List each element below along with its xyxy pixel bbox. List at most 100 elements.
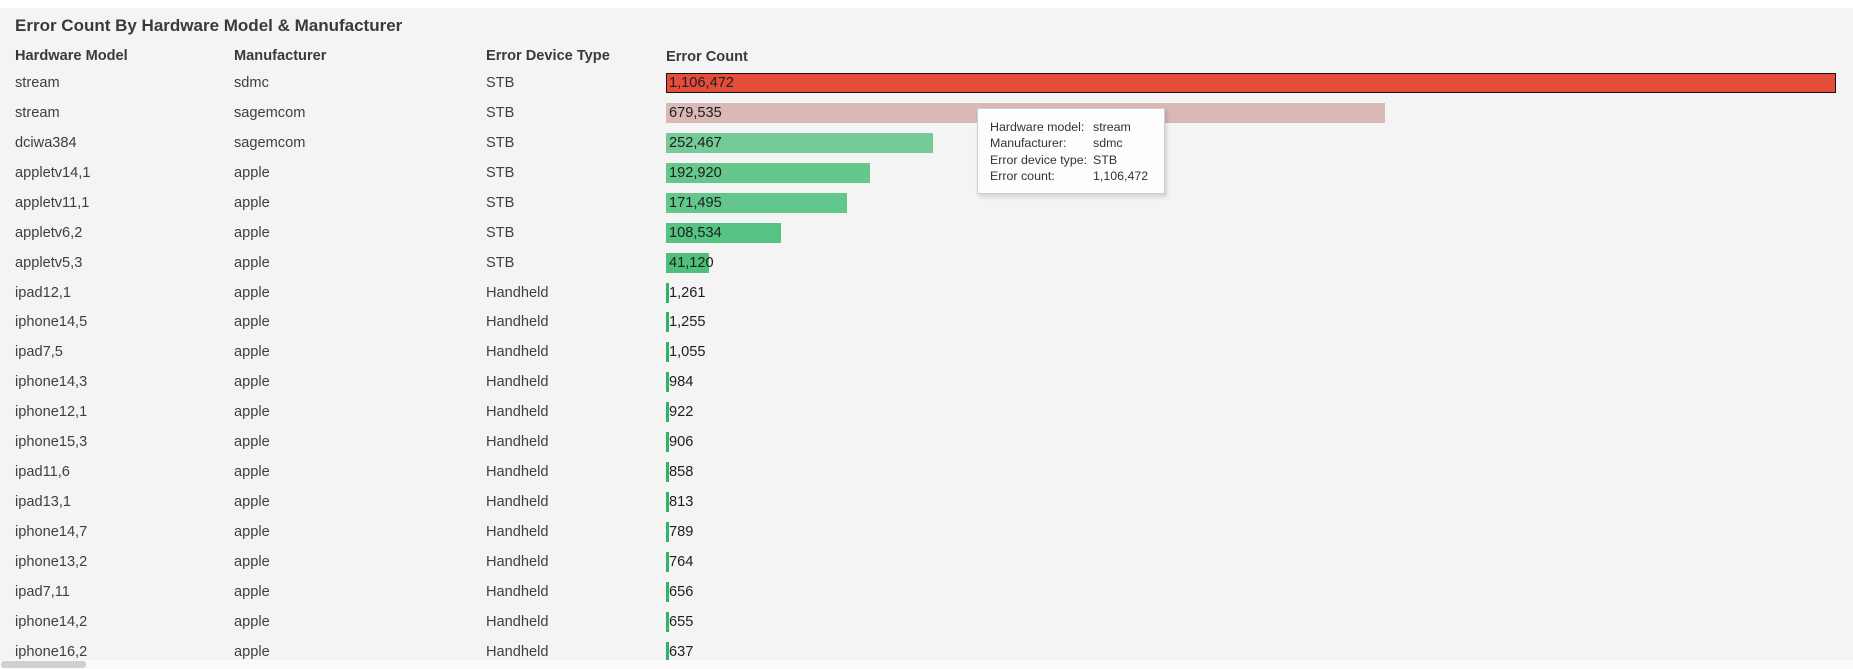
cell-error-device-type: Handheld	[486, 583, 549, 600]
bar-value-label: 171,495	[669, 194, 722, 211]
cell-manufacturer: sagemcom	[234, 104, 306, 121]
cell-error-device-type: STB	[486, 74, 515, 91]
cell-hardware-model: ipad7,11	[15, 583, 70, 600]
error-bar[interactable]	[666, 581, 669, 602]
cell-manufacturer: sdmc	[234, 74, 269, 91]
error-bar[interactable]	[666, 132, 933, 153]
cell-manufacturer: apple	[234, 494, 270, 511]
cell-error-device-type: Handheld	[486, 494, 549, 511]
cell-manufacturer: apple	[234, 524, 270, 541]
cell-manufacturer: apple	[234, 194, 270, 211]
error-bar[interactable]	[666, 162, 870, 183]
bar-cell: 1,106,472	[666, 72, 1853, 93]
cell-manufacturer: apple	[234, 613, 270, 630]
tooltip-value: sdmc	[1093, 136, 1123, 151]
tooltip-row: Manufacturer: sdmc	[990, 135, 1154, 151]
tooltip-value: STB	[1093, 152, 1118, 167]
table-row: ipad13,1 apple Handheld 813	[0, 487, 1853, 517]
error-bar[interactable]	[666, 432, 669, 453]
tooltip: Hardware model: stream Manufacturer: sdm…	[977, 108, 1165, 195]
cell-hardware-model: iphone13,2	[15, 553, 88, 570]
column-header-hardware-model: Hardware Model	[15, 48, 128, 64]
tooltip-row: Error count: 1,106,472	[990, 168, 1154, 184]
bar-value-label: 655	[669, 613, 694, 630]
table-row: iphone14,7 apple Handheld 789	[0, 517, 1853, 547]
cell-error-device-type: Handheld	[486, 284, 549, 301]
bar-value-label: 906	[669, 434, 694, 451]
table-row: stream sdmc STB 1,106,472	[0, 68, 1853, 98]
cell-manufacturer: apple	[234, 254, 270, 271]
cell-hardware-model: iphone14,2	[15, 613, 88, 630]
bar-cell: 637	[666, 641, 1853, 662]
error-bar[interactable]	[666, 402, 669, 423]
bar-cell: 858	[666, 462, 1853, 483]
error-bar[interactable]	[666, 252, 710, 273]
cell-error-device-type: Handheld	[486, 553, 549, 570]
cell-manufacturer: apple	[234, 464, 270, 481]
table-row: appletv5,3 apple STB 41,120	[0, 248, 1853, 278]
tooltip-row: Error device type: STB	[990, 152, 1154, 168]
horizontal-scrollbar-thumb[interactable]	[1, 661, 86, 668]
cell-manufacturer: apple	[234, 314, 270, 331]
table-row: iphone16,2 apple Handheld 637	[0, 637, 1853, 667]
cell-manufacturer: apple	[234, 284, 270, 301]
bar-value-label: 813	[669, 494, 694, 511]
bar-value-label: 1,255	[669, 314, 706, 331]
error-bar[interactable]	[666, 192, 848, 213]
cell-hardware-model: stream	[15, 104, 60, 121]
error-bar[interactable]	[666, 611, 669, 632]
error-bar[interactable]	[666, 492, 669, 513]
bar-cell: 252,467	[666, 132, 1853, 153]
cell-hardware-model: ipad7,5	[15, 344, 63, 361]
cell-manufacturer: apple	[234, 224, 270, 241]
bar-cell: 906	[666, 432, 1853, 453]
cell-hardware-model: ipad11,6	[15, 464, 70, 481]
cell-error-device-type: STB	[486, 194, 515, 211]
cell-manufacturer: apple	[234, 374, 270, 391]
cell-hardware-model: ipad13,1	[15, 494, 71, 511]
tooltip-label: Hardware model:	[990, 120, 1085, 134]
cell-error-device-type: Handheld	[486, 524, 549, 541]
error-bar[interactable]	[666, 522, 669, 543]
table-row: iphone13,2 apple Handheld 764	[0, 547, 1853, 577]
cell-hardware-model: iphone15,3	[15, 434, 88, 451]
bar-value-label: 984	[669, 374, 694, 391]
bar-value-label: 637	[669, 643, 694, 660]
table-row: dciwa384 sagemcom STB 252,467	[0, 128, 1853, 158]
column-header-error-device-type: Error Device Type	[486, 48, 610, 64]
error-bar[interactable]	[666, 372, 669, 393]
chart-rows: stream sdmc STB 1,106,472 stream sagemco…	[0, 68, 1853, 667]
cell-hardware-model: dciwa384	[15, 134, 77, 151]
cell-hardware-model: iphone14,5	[15, 314, 88, 331]
bar-value-label: 252,467	[669, 134, 722, 151]
error-bar[interactable]	[666, 462, 669, 483]
cell-manufacturer: apple	[234, 404, 270, 421]
cell-hardware-model: appletv14,1	[15, 164, 91, 181]
error-bar[interactable]	[666, 641, 669, 662]
cell-error-device-type: STB	[486, 134, 515, 151]
table-row: iphone12,1 apple Handheld 922	[0, 397, 1853, 427]
error-bar[interactable]	[666, 312, 669, 333]
error-bar[interactable]	[666, 342, 669, 363]
cell-hardware-model: ipad12,1	[15, 284, 71, 301]
cell-error-device-type: Handheld	[486, 464, 549, 481]
chart-panel: Error Count By Hardware Model & Manufact…	[0, 8, 1853, 662]
error-bar[interactable]	[666, 551, 669, 572]
tooltip-value: 1,106,472	[1093, 168, 1149, 183]
cell-error-device-type: Handheld	[486, 643, 549, 660]
cell-manufacturer: apple	[234, 553, 270, 570]
bar-value-label: 1,106,472	[669, 74, 734, 91]
cell-error-device-type: STB	[486, 104, 515, 121]
cell-hardware-model: iphone14,3	[15, 374, 88, 391]
error-bar[interactable]	[666, 222, 781, 243]
error-bar[interactable]	[666, 72, 1836, 93]
cell-error-device-type: Handheld	[486, 314, 549, 331]
cell-error-device-type: Handheld	[486, 344, 549, 361]
horizontal-scrollbar-track[interactable]	[0, 660, 1853, 669]
cell-hardware-model: stream	[15, 74, 60, 91]
table-row: iphone15,3 apple Handheld 906	[0, 427, 1853, 457]
bar-value-label: 764	[669, 553, 694, 570]
bar-value-label: 1,261	[669, 284, 706, 301]
error-bar[interactable]	[666, 282, 669, 303]
bar-cell: 108,534	[666, 222, 1853, 243]
